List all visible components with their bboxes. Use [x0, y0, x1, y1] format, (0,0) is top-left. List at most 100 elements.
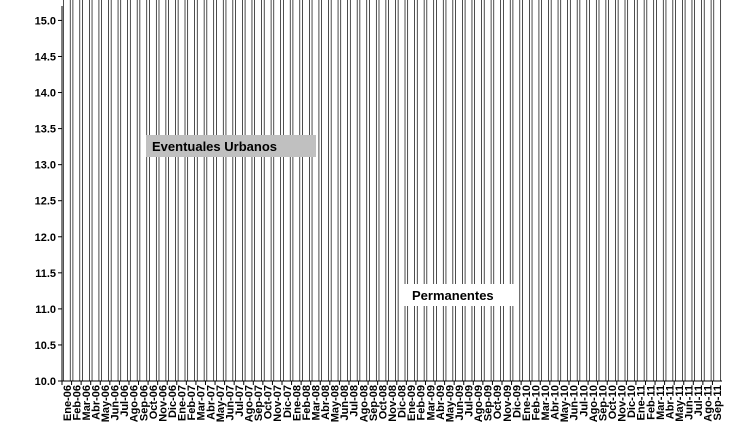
x-tick-label: Jun-06	[110, 385, 122, 420]
x-tick-label: Nov-07	[272, 385, 284, 422]
bar-segment	[62, 0, 71, 382]
bar-segment	[474, 0, 482, 382]
bar-segment	[502, 0, 511, 382]
x-tick-label: Dic-09	[511, 385, 523, 418]
x-tick-label: Feb-11	[645, 385, 657, 420]
bar-segment	[426, 0, 435, 382]
x-tick-label: Sep-08	[368, 385, 380, 421]
x-tick-label: Mar-08	[310, 385, 322, 420]
x-tick-label: Ene-08	[291, 385, 303, 421]
y-tick-label: 12.0	[35, 232, 56, 244]
x-tick-label: Mar-09	[425, 385, 437, 420]
bar-segment	[349, 0, 358, 382]
bar-segment	[541, 0, 549, 382]
x-tick-label: Sep-11	[712, 385, 724, 420]
bar-segment	[388, 0, 396, 382]
x-tick-label: May-09	[444, 385, 456, 422]
x-tick-label: Dic-10	[626, 385, 638, 418]
bar-segment	[436, 0, 444, 382]
bar-segment	[416, 0, 425, 382]
x-tick-label: Jun-10	[569, 385, 581, 420]
x-tick-label: Ene-11	[636, 385, 648, 420]
x-tick-label: Sep-10	[597, 385, 609, 421]
x-tick-label: Oct-08	[377, 385, 389, 419]
x-tick-label: Nov-06	[157, 385, 169, 422]
y-tick-label: 15.0	[35, 15, 56, 27]
bar-segment	[703, 0, 712, 382]
x-tick-label: Abr-10	[550, 385, 562, 420]
x-tick-label: Nov-10	[617, 385, 629, 422]
x-tick-label: May-10	[559, 385, 571, 422]
bar-segment	[187, 0, 195, 382]
x-tick-label: Feb-07	[186, 385, 198, 420]
x-tick-label: Abr-06	[90, 385, 102, 420]
x-tick-label: May-08	[330, 385, 342, 422]
bar-segment	[196, 0, 205, 382]
bar-segment	[694, 0, 702, 382]
y-tick-label: 10.0	[35, 376, 56, 388]
bar-segment	[512, 0, 521, 382]
x-tick-label: Jun-08	[339, 385, 351, 420]
bar-segment	[120, 0, 128, 382]
x-tick-label: Jul-08	[349, 385, 361, 417]
x-tick-label: Abr-09	[435, 385, 447, 420]
x-tick-label: Abr-07	[205, 385, 217, 420]
x-tick-label: Nov-08	[387, 385, 399, 422]
x-tick-label: Jun-07	[224, 385, 236, 420]
x-tick-label: Sep-06	[138, 385, 150, 421]
bar-segment	[129, 0, 138, 382]
x-tick-label: Abr-11	[664, 385, 676, 419]
x-tick-label: Jun-09	[454, 385, 466, 420]
bar-segment	[378, 0, 387, 382]
bar-segment	[483, 0, 492, 382]
bar-segment	[206, 0, 215, 382]
bar-segment	[598, 0, 607, 382]
bar-segment	[589, 0, 597, 382]
bar-segment	[158, 0, 167, 382]
x-tick-label: Feb-09	[416, 385, 428, 420]
label-bg	[404, 284, 514, 306]
y-tick-label: 13.5	[35, 124, 56, 136]
y-tick-label: 11.5	[35, 268, 56, 280]
x-tick-label: Ago-06	[129, 385, 141, 422]
bar-segment	[101, 0, 109, 382]
bar-segment	[617, 0, 626, 382]
bar-segment	[665, 0, 674, 382]
x-tick-label: Dic-08	[397, 385, 409, 418]
bar-segment	[177, 0, 186, 382]
bar-segment	[168, 0, 176, 382]
bar-segment	[627, 0, 635, 382]
x-tick-label: Dic-06	[167, 385, 179, 418]
bar-segment	[445, 0, 454, 382]
bar-segment	[149, 0, 157, 382]
bar-segment	[579, 0, 588, 382]
bar-segment	[263, 0, 272, 382]
bar-segment	[235, 0, 243, 382]
x-tick-label: Feb-08	[301, 385, 313, 420]
bar-segment	[550, 0, 559, 382]
x-tick-label: Jul-10	[578, 385, 590, 417]
x-tick-label: Sep-07	[253, 385, 265, 421]
bar-segment	[675, 0, 683, 382]
bar-segment	[608, 0, 616, 382]
bar-segment	[321, 0, 329, 382]
bar-segment	[91, 0, 100, 382]
series-label: Permanentes	[412, 288, 494, 303]
x-tick-label: Feb-10	[530, 385, 542, 420]
y-tick-label: 14.5	[35, 51, 56, 63]
bar-segment	[493, 0, 502, 382]
bar-segment	[369, 0, 377, 382]
bar-segment	[464, 0, 473, 382]
bar-segment	[110, 0, 119, 382]
x-tick-label: May-06	[100, 385, 112, 422]
x-tick-label: Ene-09	[406, 385, 418, 421]
x-tick-label: Oct-10	[607, 385, 619, 419]
bar-segment	[139, 0, 148, 382]
bar-segment	[359, 0, 368, 382]
series-label: Eventuales Urbanos	[152, 139, 277, 154]
y-tick-label: 11.0	[35, 304, 56, 316]
bar-segment	[82, 0, 90, 382]
x-tick-label: Nov-09	[502, 385, 514, 422]
